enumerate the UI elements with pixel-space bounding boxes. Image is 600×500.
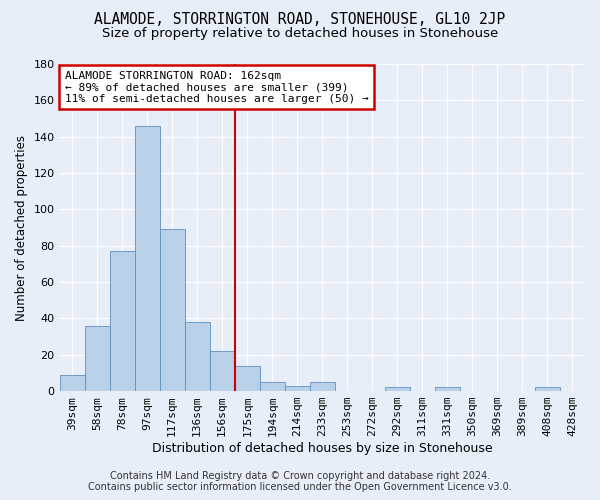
- Y-axis label: Number of detached properties: Number of detached properties: [15, 134, 28, 320]
- X-axis label: Distribution of detached houses by size in Stonehouse: Distribution of detached houses by size …: [152, 442, 493, 455]
- Bar: [209, 351, 235, 391]
- Text: Size of property relative to detached houses in Stonehouse: Size of property relative to detached ho…: [102, 28, 498, 40]
- Bar: [310, 382, 335, 391]
- Bar: [160, 230, 185, 391]
- Bar: [185, 322, 209, 391]
- Text: Contains HM Land Registry data © Crown copyright and database right 2024.
Contai: Contains HM Land Registry data © Crown c…: [88, 471, 512, 492]
- Bar: [285, 386, 310, 391]
- Bar: [385, 388, 410, 391]
- Bar: [59, 374, 85, 391]
- Bar: [85, 326, 110, 391]
- Bar: [134, 126, 160, 391]
- Bar: [535, 388, 560, 391]
- Text: ALAMODE, STORRINGTON ROAD, STONEHOUSE, GL10 2JP: ALAMODE, STORRINGTON ROAD, STONEHOUSE, G…: [94, 12, 506, 28]
- Bar: [260, 382, 285, 391]
- Bar: [235, 366, 260, 391]
- Text: ALAMODE STORRINGTON ROAD: 162sqm
← 89% of detached houses are smaller (399)
11% : ALAMODE STORRINGTON ROAD: 162sqm ← 89% o…: [65, 70, 368, 104]
- Bar: [435, 388, 460, 391]
- Bar: [110, 251, 134, 391]
